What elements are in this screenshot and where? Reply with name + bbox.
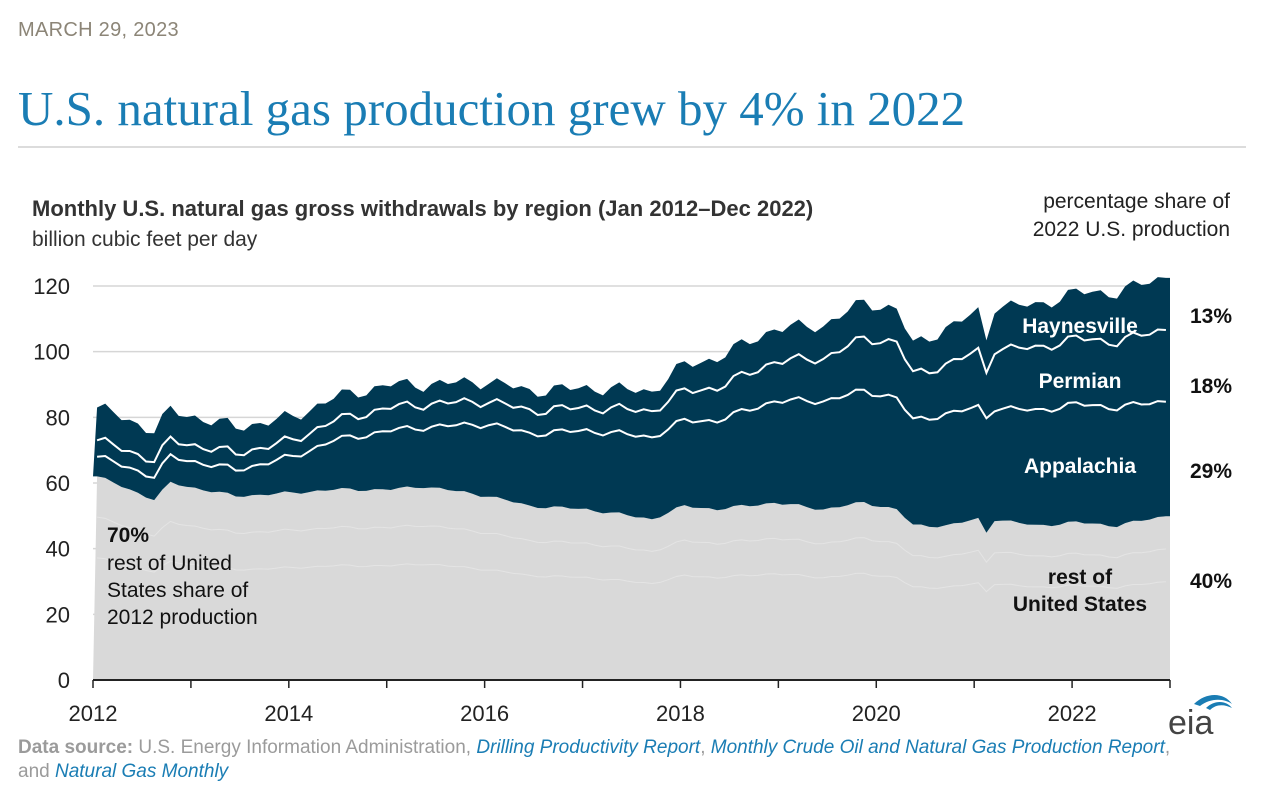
rest-of-us-label: United States (1013, 593, 1147, 616)
y-tick-label: 20 (46, 602, 70, 627)
y-tick-label: 0 (58, 668, 70, 693)
x-tick-label: 2016 (460, 701, 509, 726)
y-tick-label: 60 (46, 471, 70, 496)
y-tick-label: 40 (46, 537, 70, 562)
eia-logo-text: eia (1168, 704, 1213, 740)
annotation-pct: 70% (107, 524, 149, 547)
source-text-2: , (700, 737, 711, 758)
annotation-line: States share of (107, 579, 248, 602)
rest-of-us-label: rest of (1048, 566, 1113, 589)
y-tick-label: 120 (33, 274, 70, 299)
headline: U.S. natural gas production grew by 4% i… (18, 81, 966, 136)
chart-title: Monthly U.S. natural gas gross withdrawa… (32, 196, 814, 221)
y-tick-label: 100 (33, 340, 70, 365)
source-label: Data source: (18, 737, 134, 758)
x-tick-label: 2020 (852, 701, 901, 726)
x-tick-label: 2018 (656, 701, 705, 726)
source-link-gas-monthly[interactable]: Natural Gas Monthly (54, 761, 229, 782)
eia-logo-swoosh-2 (1206, 702, 1232, 710)
divider-appalachia (96, 388, 1166, 479)
source-link-drilling-report[interactable]: Drilling Productivity Report (476, 737, 701, 758)
divider-permian (96, 328, 1166, 464)
chart-units: billion cubic feet per day (32, 228, 258, 251)
share-value: 18% (1190, 375, 1232, 398)
area-regions (93, 277, 1170, 533)
share-header: percentage share of 2022 U.S. production (1033, 188, 1230, 244)
share-header-line2: 2022 U.S. production (1032, 218, 1230, 241)
publish-date: MARCH 29, 2023 (18, 19, 179, 41)
x-tick-label: 2012 (69, 701, 118, 726)
source-text-3: , and (18, 737, 1171, 782)
share-value: 13% (1190, 305, 1232, 328)
share-value: 40% (1190, 570, 1232, 593)
annotation-line: 2012 production (107, 606, 258, 629)
area-rest-of-us (93, 476, 1170, 680)
header-divider (18, 146, 1246, 148)
x-tick-label: 2014 (264, 701, 313, 726)
x-tick-label: 2022 (1048, 701, 1097, 726)
eia-logo-icon: eia (1168, 695, 1232, 740)
rest-inner-line-0 (97, 516, 1166, 563)
source-text-1: U.S. Energy Information Administration, (133, 737, 477, 758)
eia-logo-swoosh (1194, 695, 1232, 706)
source-link-monthly-report[interactable]: Monthly Crude Oil and Natural Gas Produc… (710, 737, 1165, 758)
annotation-line: rest of United (107, 552, 232, 575)
region-label-appalachia: Appalachia (1024, 455, 1136, 478)
share-value: 29% (1190, 460, 1232, 483)
region-label-permian: Permian (1039, 370, 1122, 393)
rest-inner-line-1 (97, 557, 1166, 593)
region-label-haynesville: Haynesville (1022, 315, 1138, 338)
y-tick-label: 80 (46, 405, 70, 430)
share-header-line1: percentage share of (1043, 190, 1230, 213)
data-source: Data source: U.S. Energy Information Adm… (18, 736, 1188, 784)
